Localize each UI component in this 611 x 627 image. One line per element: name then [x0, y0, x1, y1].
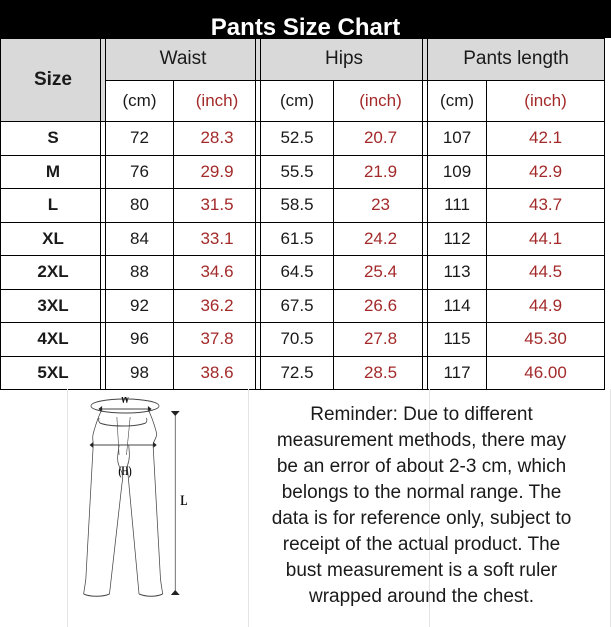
- svg-text:L: L: [180, 492, 187, 508]
- svg-text:(H): (H): [118, 465, 132, 479]
- svg-text:W: W: [120, 397, 129, 406]
